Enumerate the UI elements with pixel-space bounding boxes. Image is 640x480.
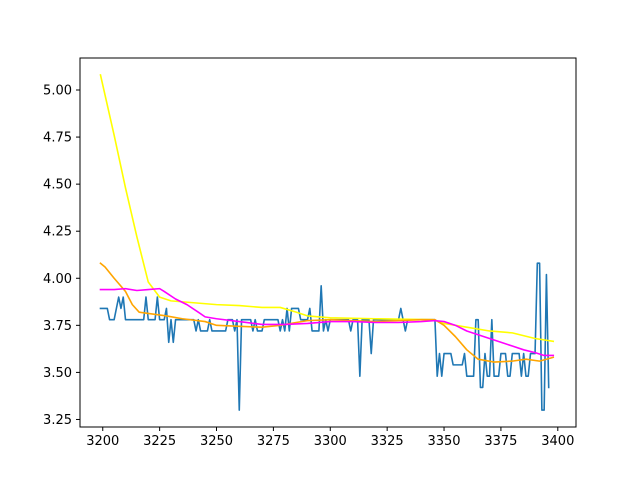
x-tick-label: 3325	[371, 434, 404, 449]
x-tick-label: 3200	[86, 434, 119, 449]
x-tick-label: 3400	[541, 434, 574, 449]
y-tick-label: 3.25	[43, 413, 72, 428]
x-tick-label: 3225	[143, 434, 176, 449]
series-layer	[99, 73, 555, 411]
x-tick-label: 3250	[200, 434, 233, 449]
series-line-1	[99, 262, 550, 411]
y-tick-label: 4.25	[43, 225, 72, 240]
x-tick-label: 3375	[484, 434, 517, 449]
y-tick-label: 4.75	[43, 131, 72, 146]
y-tick-label: 4.50	[43, 178, 72, 193]
y-tick-label: 3.75	[43, 319, 72, 334]
series-line-3	[99, 262, 555, 363]
x-tick-label: 3300	[314, 434, 347, 449]
plot-frame	[79, 57, 577, 428]
x-tick-label: 3275	[257, 434, 290, 449]
series-line-4	[99, 287, 555, 357]
y-tick-label: 5.00	[43, 84, 72, 99]
series-line-2	[99, 73, 555, 343]
x-tick-label: 3350	[427, 434, 460, 449]
y-tick-label: 4.00	[43, 272, 72, 287]
y-tick-label: 3.50	[43, 366, 72, 381]
axes-layer: 3200 3225 3250 3275 3300 3325 3350 3375 3400 3.25…	[43, 57, 577, 449]
